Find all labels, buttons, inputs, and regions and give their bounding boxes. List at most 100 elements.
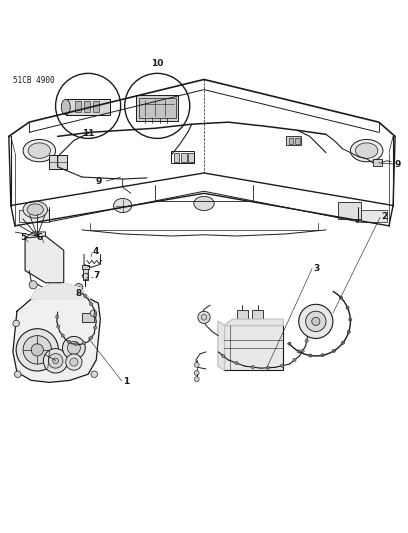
Polygon shape (25, 236, 64, 283)
Ellipse shape (61, 99, 70, 115)
Bar (224, 326, 283, 370)
Bar (93, 101, 99, 111)
Polygon shape (218, 321, 224, 370)
Circle shape (198, 311, 210, 324)
Circle shape (70, 358, 78, 366)
Circle shape (13, 320, 20, 327)
Circle shape (16, 329, 58, 371)
Circle shape (31, 344, 43, 356)
Circle shape (90, 310, 97, 317)
Bar (19, 209, 49, 222)
Text: 11: 11 (82, 129, 94, 138)
Bar (75, 101, 81, 111)
Bar (171, 151, 194, 163)
Circle shape (93, 326, 97, 329)
Ellipse shape (194, 196, 214, 211)
Circle shape (82, 342, 86, 345)
Circle shape (321, 354, 324, 357)
Circle shape (194, 370, 199, 375)
Circle shape (74, 343, 78, 346)
Bar (84, 101, 90, 111)
Circle shape (67, 340, 71, 343)
Circle shape (77, 286, 80, 289)
Circle shape (55, 315, 59, 318)
Circle shape (346, 306, 349, 309)
Circle shape (341, 341, 345, 344)
Circle shape (312, 317, 320, 326)
Circle shape (67, 341, 80, 354)
Text: 5: 5 (20, 233, 26, 242)
Circle shape (53, 358, 58, 364)
Ellipse shape (113, 198, 132, 213)
Text: 6: 6 (36, 233, 43, 242)
Bar (295, 138, 300, 144)
Circle shape (84, 294, 86, 297)
Bar (139, 98, 175, 118)
Text: 9: 9 (96, 176, 102, 185)
Bar (173, 152, 179, 161)
Circle shape (293, 358, 296, 362)
Polygon shape (13, 297, 100, 382)
Bar (357, 209, 387, 222)
Bar (181, 152, 186, 161)
Bar (49, 155, 67, 169)
Circle shape (89, 303, 93, 306)
Polygon shape (31, 284, 90, 299)
Bar (66, 99, 111, 115)
Circle shape (266, 366, 270, 369)
Circle shape (309, 354, 312, 357)
Ellipse shape (27, 204, 43, 215)
Circle shape (194, 362, 199, 367)
Circle shape (251, 366, 255, 369)
Circle shape (93, 313, 97, 317)
Circle shape (48, 353, 63, 368)
Bar (252, 310, 264, 319)
Circle shape (15, 371, 21, 377)
Bar (338, 202, 361, 219)
Ellipse shape (350, 140, 383, 162)
Text: 4: 4 (92, 247, 99, 255)
Circle shape (23, 336, 51, 364)
Bar (66, 99, 111, 115)
Circle shape (347, 330, 350, 334)
Circle shape (222, 354, 225, 358)
Bar (188, 152, 194, 161)
Circle shape (89, 336, 93, 340)
Circle shape (297, 350, 300, 353)
Text: 7: 7 (93, 271, 100, 280)
Text: 51CB 4900: 51CB 4900 (13, 76, 55, 85)
Circle shape (57, 325, 60, 328)
Circle shape (339, 296, 342, 299)
Text: 3: 3 (313, 264, 319, 273)
Circle shape (201, 314, 207, 320)
Bar (237, 310, 248, 319)
Circle shape (235, 361, 238, 365)
Text: 8: 8 (75, 289, 82, 298)
Circle shape (194, 377, 199, 382)
Circle shape (281, 364, 284, 367)
Text: 2: 2 (381, 212, 387, 221)
Text: 10: 10 (151, 60, 164, 68)
Text: 1: 1 (123, 377, 129, 386)
Polygon shape (224, 319, 283, 326)
Circle shape (288, 342, 291, 345)
Circle shape (62, 336, 85, 359)
Ellipse shape (28, 143, 51, 158)
Bar (83, 268, 88, 280)
Ellipse shape (23, 201, 47, 218)
Bar (82, 313, 94, 322)
Bar (136, 95, 178, 122)
Circle shape (43, 349, 68, 373)
Circle shape (66, 354, 82, 370)
Bar (288, 138, 293, 144)
Circle shape (29, 281, 37, 289)
Circle shape (306, 311, 326, 332)
Bar (373, 159, 382, 166)
Circle shape (301, 349, 304, 352)
Text: 9: 9 (394, 159, 401, 168)
Circle shape (305, 339, 308, 342)
Bar (82, 265, 89, 269)
Circle shape (91, 371, 98, 377)
Ellipse shape (23, 140, 55, 162)
Circle shape (333, 349, 335, 352)
